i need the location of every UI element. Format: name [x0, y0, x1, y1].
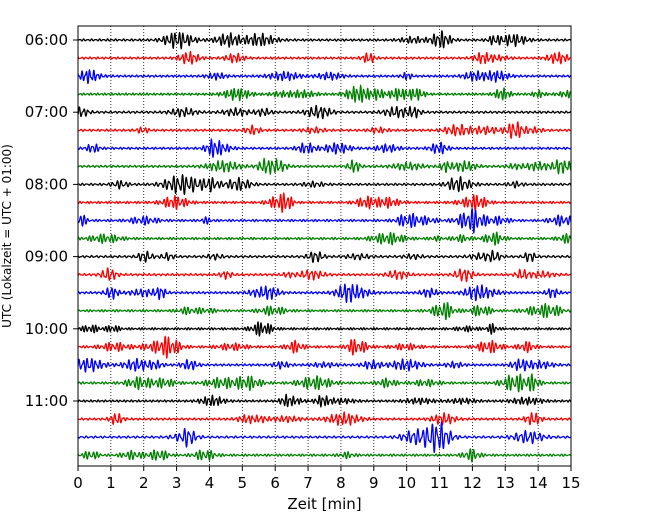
trace-0715 — [77, 121, 572, 139]
x-tick-label: 8 — [336, 474, 346, 492]
y-tick-label: 10:00 — [25, 320, 68, 338]
trace-0800 — [77, 174, 572, 195]
x-tick-label: 13 — [496, 474, 515, 492]
trace-0845 — [77, 231, 572, 246]
x-tick-label: 6 — [270, 474, 280, 492]
x-tick-label: 7 — [303, 474, 313, 492]
trace-0930 — [77, 283, 572, 304]
x-tick-label: 5 — [238, 474, 248, 492]
x-tick-label: 3 — [172, 474, 182, 492]
trace-0600 — [77, 30, 572, 50]
trace-1030 — [77, 357, 572, 373]
x-gridlines — [110, 26, 539, 466]
x-tick-label: 12 — [463, 474, 482, 492]
trace-1130 — [77, 421, 572, 454]
x-tick-label: 9 — [369, 474, 379, 492]
trace-1000 — [77, 321, 572, 337]
x-tick-label: 15 — [561, 474, 580, 492]
x-tick-label: 14 — [529, 474, 548, 492]
x-axis-label: Zeit [min] — [287, 495, 361, 513]
trace-0945 — [77, 302, 572, 321]
trace-0830 — [77, 208, 572, 234]
y-axis-ticks: 06:00 07:00 08:00 09:00 10:00 11:00 — [25, 31, 78, 410]
x-tick-label: 1 — [106, 474, 116, 492]
plot-frame — [77, 25, 572, 467]
trace-1145 — [77, 448, 572, 463]
x-tick-label: 11 — [430, 474, 449, 492]
y-tick-label: 06:00 — [25, 31, 68, 49]
x-axis-ticks: 0 1 2 3 4 5 6 7 8 9 10 11 12 13 14 15 — [73, 466, 581, 492]
trace-1015 — [77, 335, 572, 359]
trace-0900 — [77, 249, 572, 264]
trace-0645 — [77, 84, 572, 103]
x-tick-label: 10 — [397, 474, 416, 492]
x-tick-label: 0 — [73, 474, 83, 492]
y-tick-label: 08:00 — [25, 175, 68, 193]
y-axis-label: UTC (Lokalzeit = UTC + 01:00) — [0, 144, 14, 328]
trace-0700 — [77, 104, 572, 120]
trace-0815 — [77, 192, 572, 213]
y-tick-label: 09:00 — [25, 248, 68, 266]
trace-0615 — [77, 50, 572, 65]
trace-0730 — [77, 138, 572, 158]
trace-0745 — [77, 157, 572, 175]
x-tick-label: 4 — [205, 474, 215, 492]
x-tick-label: 2 — [139, 474, 149, 492]
trace-1115 — [77, 411, 572, 426]
trace-0915 — [77, 267, 572, 283]
trace-group — [77, 30, 572, 463]
trace-0630 — [77, 69, 572, 85]
y-tick-label: 07:00 — [25, 103, 68, 121]
y-tick-label: 11:00 — [25, 392, 68, 410]
trace-1100 — [77, 393, 572, 408]
trace-1045 — [77, 373, 572, 393]
